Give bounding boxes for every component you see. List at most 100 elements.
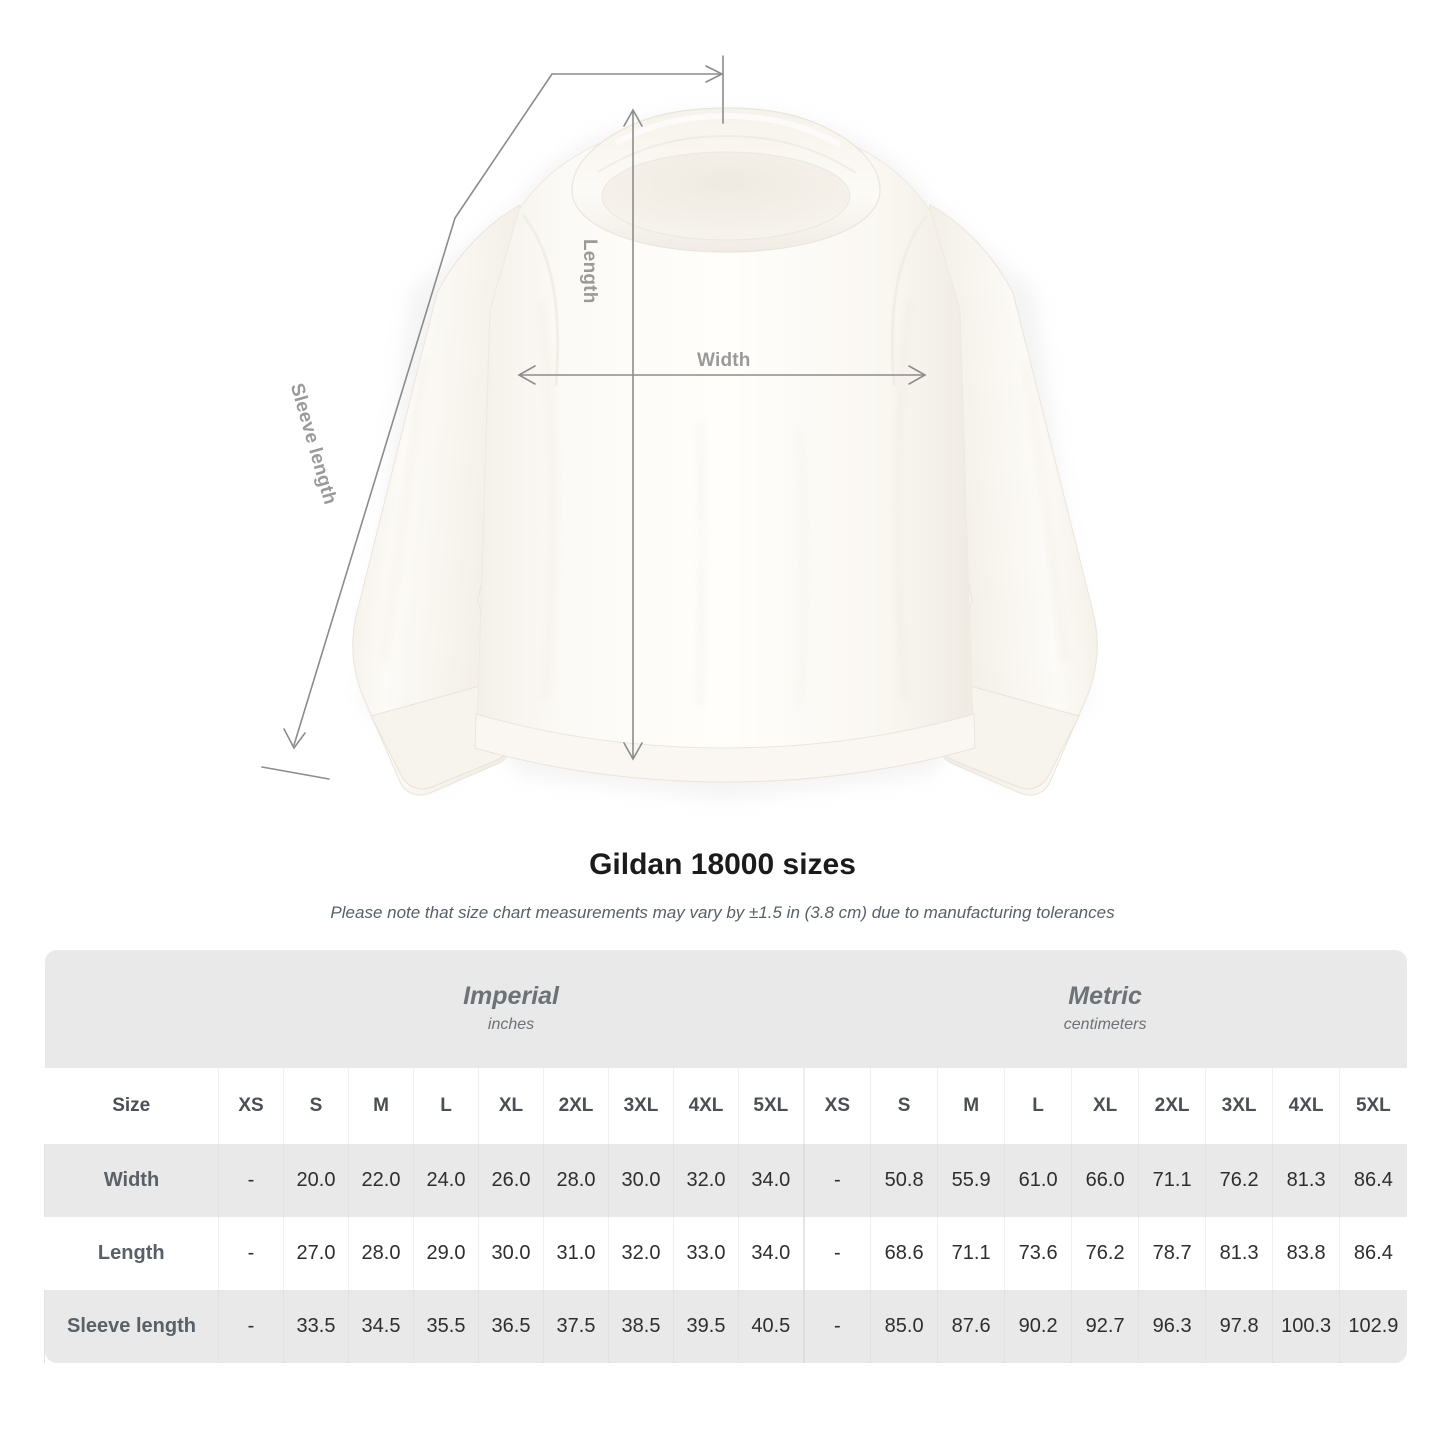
cell-metric: 83.8 (1272, 1217, 1340, 1290)
page-title: Gildan 18000 sizes (589, 848, 856, 881)
sleeve-shoulder-segment (454, 73, 553, 219)
unit-banner-metric: Metric centimeters (803, 950, 1407, 1068)
table-row: Length -27.0 28.0 29.0 30.0 31.0 32.0 33.0 34.0-… (44, 1217, 1407, 1290)
size-header-metric-xs: XS (802, 1068, 871, 1144)
cell-metric: - (802, 1217, 871, 1290)
sleeve-down-line (293, 217, 456, 746)
cell-metric: 86.4 (1339, 1144, 1407, 1217)
cell-imperial: 32.0 (673, 1144, 739, 1217)
cell-metric: 85.0 (870, 1290, 938, 1363)
size-header-imperial-l: L (413, 1068, 479, 1144)
cell-metric: 71.1 (1138, 1144, 1206, 1217)
size-header-imperial-5xl: 5XL (737, 1068, 804, 1144)
measurement-lines (261, 55, 927, 780)
unit-banner-spacer (44, 950, 219, 1068)
cell-imperial: 22.0 (348, 1144, 414, 1217)
fabric-folds (381, 299, 1069, 707)
unit-name: Imperial (463, 982, 559, 1010)
cell-imperial: 37.5 (543, 1290, 609, 1363)
cell-imperial: - (218, 1290, 284, 1363)
cell-metric: 76.2 (1071, 1217, 1139, 1290)
tolerance-note: Please note that size chart measurements… (330, 903, 1115, 922)
size-header-label: Size (44, 1068, 219, 1144)
size-header-metric-xl: XL (1071, 1068, 1139, 1144)
unit-banner-imperial: Imperial inches (218, 950, 804, 1068)
width-dimension-label: Width (697, 350, 751, 371)
cell-imperial: 27.0 (283, 1217, 349, 1290)
cell-metric: 96.3 (1138, 1290, 1206, 1363)
size-header-imperial-m: M (348, 1068, 414, 1144)
cell-imperial: 34.5 (348, 1290, 414, 1363)
unit-banner-row: Imperial inches Metric centimeters (44, 950, 1407, 1068)
row-label-width: Width (44, 1144, 219, 1217)
cell-metric: 97.8 (1205, 1290, 1273, 1363)
cell-imperial: 39.5 (673, 1290, 739, 1363)
cell-imperial: 20.0 (283, 1144, 349, 1217)
cell-metric: 92.7 (1071, 1290, 1139, 1363)
cell-imperial: 36.5 (478, 1290, 544, 1363)
cell-imperial: 30.0 (608, 1144, 674, 1217)
size-header-imperial-s: S (283, 1068, 349, 1144)
size-chart-table-container: Imperial inches Metric centimeters Size XS S M L… (44, 950, 1407, 1363)
title-block: Gildan 18000 sizes Please note that size… (0, 845, 1445, 924)
size-header-metric-l: L (1004, 1068, 1072, 1144)
cell-metric: - (802, 1144, 871, 1217)
unit-subtitle: inches (487, 1016, 535, 1033)
bottom-hem (474, 713, 976, 783)
cell-metric: - (802, 1290, 871, 1363)
size-header-imperial-xs: XS (218, 1068, 284, 1144)
cell-imperial: 40.5 (737, 1290, 804, 1363)
table-row: Sleeve length -33.5 34.5 35.5 36.5 37.5 38.5 39… (44, 1290, 1407, 1363)
cell-imperial: 31.0 (543, 1217, 609, 1290)
cell-imperial: 24.0 (413, 1144, 479, 1217)
cell-imperial: - (218, 1217, 284, 1290)
left-shoulder-seam (521, 214, 560, 387)
cell-metric: 86.4 (1339, 1217, 1407, 1290)
size-header-metric-2xl: 2XL (1138, 1068, 1206, 1144)
cell-metric: 73.6 (1004, 1217, 1072, 1290)
cell-imperial: 30.0 (478, 1217, 544, 1290)
width-arrow-left (517, 365, 536, 385)
length-arrow-bottom (623, 742, 643, 761)
size-header-metric-5xl: 5XL (1339, 1068, 1407, 1144)
cell-imperial: - (218, 1144, 284, 1217)
size-header-metric-s: S (870, 1068, 938, 1144)
cell-imperial: 33.0 (673, 1217, 739, 1290)
width-arrow-right (908, 365, 927, 385)
size-header-imperial-4xl: 4XL (673, 1068, 739, 1144)
cell-metric: 55.9 (937, 1144, 1005, 1217)
cell-imperial: 28.0 (348, 1217, 414, 1290)
sleeve-leader-arrow (705, 65, 724, 83)
size-chart-table: Imperial inches Metric centimeters Size XS S M L… (44, 950, 1407, 1363)
cell-metric: 76.2 (1205, 1144, 1273, 1217)
cell-metric: 102.9 (1339, 1290, 1407, 1363)
length-arrow-top (623, 108, 643, 127)
cell-imperial: 35.5 (413, 1290, 479, 1363)
neck-opening (601, 151, 851, 241)
cell-metric: 68.6 (870, 1217, 938, 1290)
cell-metric: 87.6 (937, 1290, 1005, 1363)
size-header-metric-m: M (937, 1068, 1005, 1144)
collar-highlight (614, 112, 842, 148)
cell-metric: 66.0 (1071, 1144, 1139, 1217)
size-header-metric-4xl: 4XL (1272, 1068, 1340, 1144)
cell-metric: 81.3 (1205, 1217, 1273, 1290)
size-header-row: Size XS S M L XL 2XL 3XL 4XL 5XL XS S M L XL 2XL 3XL 4XL 5… (44, 1068, 1407, 1144)
sweatshirt-diagram (261, 55, 1098, 800)
sleeve-end-tick (261, 766, 330, 780)
unit-name: Metric (1068, 982, 1142, 1010)
cell-imperial: 33.5 (283, 1290, 349, 1363)
cell-metric: 61.0 (1004, 1144, 1072, 1217)
cell-metric: 78.7 (1138, 1217, 1206, 1290)
length-dimension-label: Length (579, 239, 600, 304)
sleeve-arrow-bottom (283, 728, 306, 750)
collar-stitch (597, 134, 857, 174)
cell-imperial: 26.0 (478, 1144, 544, 1217)
table-row: Width -20.0 22.0 24.0 26.0 28.0 30.0 32.0 34.0-5… (44, 1144, 1407, 1217)
size-header-imperial-2xl: 2XL (543, 1068, 609, 1144)
cell-imperial: 38.5 (608, 1290, 674, 1363)
cell-imperial: 29.0 (413, 1217, 479, 1290)
cell-imperial: 32.0 (608, 1217, 674, 1290)
size-header-metric-3xl: 3XL (1205, 1068, 1273, 1144)
size-header-imperial-3xl: 3XL (608, 1068, 674, 1144)
